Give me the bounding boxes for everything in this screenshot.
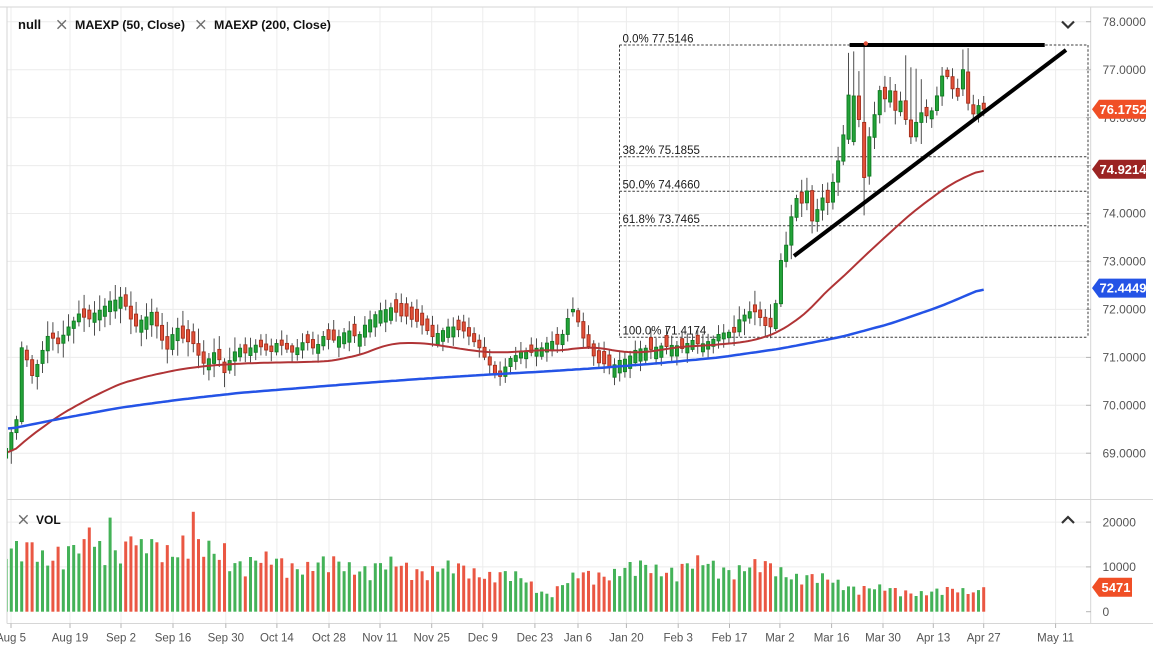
svg-text:Aug 5: Aug 5 xyxy=(0,633,26,645)
svg-text:70.0000: 70.0000 xyxy=(1103,399,1147,413)
svg-text:Mar 2: Mar 2 xyxy=(765,633,794,645)
svg-text:MAEXP (50, Close): MAEXP (50, Close) xyxy=(75,18,185,32)
svg-text:May 11: May 11 xyxy=(1037,633,1074,645)
svg-text:Oct 14: Oct 14 xyxy=(260,633,294,645)
svg-text:50.0% 74.4660: 50.0% 74.4660 xyxy=(623,180,700,192)
svg-text:Feb 3: Feb 3 xyxy=(663,633,692,645)
svg-text:VOL: VOL xyxy=(36,513,61,527)
svg-text:null: null xyxy=(18,17,41,32)
svg-text:38.2% 75.1855: 38.2% 75.1855 xyxy=(623,145,700,157)
svg-text:77.0000: 77.0000 xyxy=(1103,63,1147,77)
svg-text:61.8% 73.7465: 61.8% 73.7465 xyxy=(623,214,700,226)
svg-text:Jan 6: Jan 6 xyxy=(564,633,592,645)
svg-text:Sep 16: Sep 16 xyxy=(155,633,191,645)
svg-text:72.0000: 72.0000 xyxy=(1103,303,1147,317)
svg-text:10000: 10000 xyxy=(1103,560,1137,574)
svg-text:78.0000: 78.0000 xyxy=(1103,15,1147,29)
svg-text:Mar 16: Mar 16 xyxy=(814,633,850,645)
svg-text:Oct 28: Oct 28 xyxy=(312,633,346,645)
svg-text:Sep 30: Sep 30 xyxy=(208,633,244,645)
svg-text:69.0000: 69.0000 xyxy=(1103,446,1147,460)
svg-text:Dec 9: Dec 9 xyxy=(468,633,498,645)
svg-text:74.9214: 74.9214 xyxy=(1100,162,1148,177)
svg-text:Apr 13: Apr 13 xyxy=(916,633,950,645)
svg-text:Aug 19: Aug 19 xyxy=(52,633,88,645)
svg-text:Apr 27: Apr 27 xyxy=(967,633,1001,645)
svg-text:Nov 11: Nov 11 xyxy=(362,633,398,645)
svg-text:72.4449: 72.4449 xyxy=(1100,281,1147,296)
svg-text:100.0% 71.4174: 100.0% 71.4174 xyxy=(623,326,707,338)
svg-text:5471: 5471 xyxy=(1102,580,1131,595)
svg-text:Sep 2: Sep 2 xyxy=(106,633,136,645)
svg-text:0.0% 77.5146: 0.0% 77.5146 xyxy=(623,33,694,45)
svg-text:Nov 25: Nov 25 xyxy=(413,633,449,645)
svg-text:MAEXP (200, Close): MAEXP (200, Close) xyxy=(214,18,331,32)
svg-text:0: 0 xyxy=(1103,605,1110,619)
svg-text:20000: 20000 xyxy=(1103,515,1137,529)
svg-text:76.1752: 76.1752 xyxy=(1100,102,1147,117)
svg-text:Mar 30: Mar 30 xyxy=(865,633,901,645)
svg-text:Jan 20: Jan 20 xyxy=(609,633,644,645)
svg-text:Feb 17: Feb 17 xyxy=(712,633,748,645)
svg-text:73.0000: 73.0000 xyxy=(1103,255,1147,269)
svg-text:74.0000: 74.0000 xyxy=(1103,207,1147,221)
svg-text:Dec 23: Dec 23 xyxy=(517,633,553,645)
svg-text:71.0000: 71.0000 xyxy=(1103,351,1147,365)
